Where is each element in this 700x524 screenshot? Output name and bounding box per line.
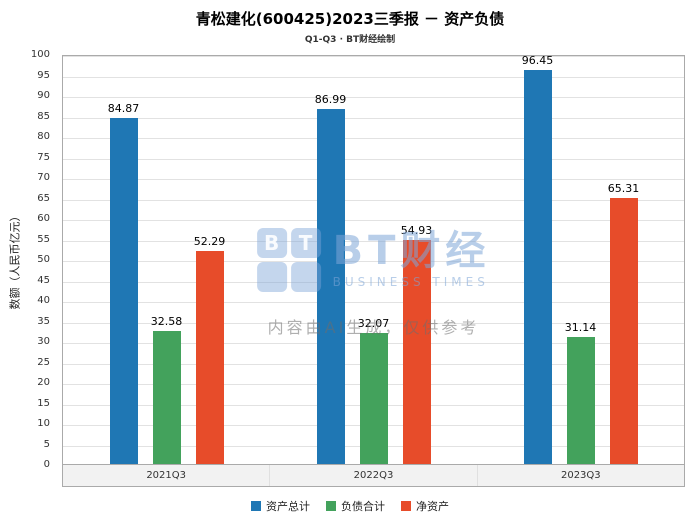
bar-value-label: 52.29 — [193, 234, 226, 248]
x-tick-label: 2023Q3 — [476, 465, 684, 486]
y-tick-label: 90 — [37, 90, 50, 101]
legend-swatch — [401, 501, 411, 511]
bar-负债合计-2023Q3: 31.14 — [565, 321, 596, 464]
bar-资产总计-2021Q3: 84.87 — [108, 102, 139, 464]
y-tick-label: 10 — [37, 418, 50, 429]
bar-净资产-2022Q3: 54.93 — [401, 224, 432, 464]
bar-value-label: 32.58 — [150, 315, 183, 329]
gridline — [63, 302, 684, 303]
legend: 资产总计 负债合计 净资产 — [0, 498, 700, 514]
y-tick-label: 75 — [37, 151, 50, 163]
y-tick-label: 25 — [37, 356, 50, 368]
gridline — [63, 240, 684, 242]
y-axis-ticks: 0 5 10 15 20 25 30 35 40 45 50 55 60 65 70 75 80 85 90 95 10… — [28, 49, 56, 470]
y-tick-label: 30 — [37, 336, 50, 347]
y-axis-title-text: 数额（人民币亿元） — [8, 210, 21, 310]
gridline — [63, 179, 684, 180]
y-tick-label: 50 — [37, 254, 50, 265]
y-tick-label: 60 — [37, 213, 50, 224]
bar-净资产-2021Q3: 52.29 — [194, 235, 225, 464]
gridline — [63, 97, 684, 98]
y-tick-label: 45 — [37, 274, 50, 286]
gridline — [63, 199, 684, 201]
y-tick-label: 0 — [43, 459, 50, 470]
y-tick-label: 20 — [37, 377, 50, 388]
bar-group-2021Q3: 84.87 32.58 52.29 — [63, 56, 270, 464]
bar-资产总计-2023Q3: 96.45 — [522, 54, 553, 464]
legend-item-资产总计: 资产总计 — [251, 498, 310, 514]
bar-group-2023Q3: 96.45 31.14 65.31 — [477, 54, 684, 464]
bar-value-label: 54.93 — [400, 223, 433, 237]
gridline — [63, 158, 684, 160]
bar-value-label: 96.45 — [521, 54, 554, 68]
y-tick-label: 100 — [30, 49, 50, 60]
gridline — [63, 138, 684, 139]
legend-item-负债合计: 负债合计 — [326, 498, 385, 514]
bar-资产总计-2022Q3: 86.99 — [315, 93, 346, 464]
gridline — [63, 281, 684, 283]
legend-label: 负债合计 — [341, 500, 385, 513]
gridline — [63, 76, 684, 78]
y-tick-label: 85 — [37, 110, 50, 122]
bar-value-label: 84.87 — [107, 101, 140, 115]
gridline — [63, 261, 684, 262]
x-tick-label: 2021Q3 — [146, 470, 186, 481]
y-tick-label: 70 — [37, 172, 50, 183]
legend-item-净资产: 净资产 — [401, 498, 449, 514]
y-tick-label: 95 — [37, 69, 50, 81]
legend-label: 净资产 — [416, 500, 449, 513]
legend-swatch — [326, 501, 336, 511]
bar-负债合计-2022Q3: 32.07 — [358, 317, 389, 464]
y-tick-label: 80 — [37, 131, 50, 142]
bar-value-label: 31.14 — [564, 320, 597, 334]
chart-title: 青松建化(600425)2023三季报 － 资产负债 — [195, 10, 505, 28]
gridline — [63, 220, 684, 221]
bars-layer: 84.87 32.58 52.29 86.99 32.07 54.93 96.45 31.14… — [63, 54, 684, 464]
bar-group-2022Q3: 86.99 32.07 54.93 — [270, 56, 477, 464]
bar-净资产-2023Q3: 65.31 — [608, 182, 639, 464]
legend-label: 资产总计 — [266, 500, 310, 513]
plot-area: 84.87 32.58 52.29 86.99 32.07 54.93 96.45 31.14… — [62, 54, 685, 465]
y-tick-label: 55 — [37, 233, 50, 245]
y-tick-label: 40 — [37, 295, 50, 306]
gridline — [63, 117, 684, 119]
bar-value-label: 32.07 — [357, 317, 390, 331]
x-axis-strip: 2021Q3 2022Q3 2023Q3 — [62, 465, 685, 487]
bar-负债合计-2021Q3: 32.58 — [151, 315, 182, 464]
y-tick-label: 35 — [37, 315, 50, 327]
y-tick-label: 65 — [37, 192, 50, 204]
gridline — [63, 56, 684, 57]
bar-value-label: 86.99 — [314, 93, 347, 107]
legend-swatch — [251, 501, 261, 511]
bar-value-label: 65.31 — [607, 181, 640, 195]
y-tick-label: 15 — [37, 397, 50, 409]
chart-subtitle: Q1-Q3 · BT财经绘制 — [304, 35, 396, 45]
y-tick-label: 5 — [43, 438, 50, 450]
x-tick-label: 2022Q3 — [269, 465, 476, 486]
gridline — [63, 322, 684, 324]
